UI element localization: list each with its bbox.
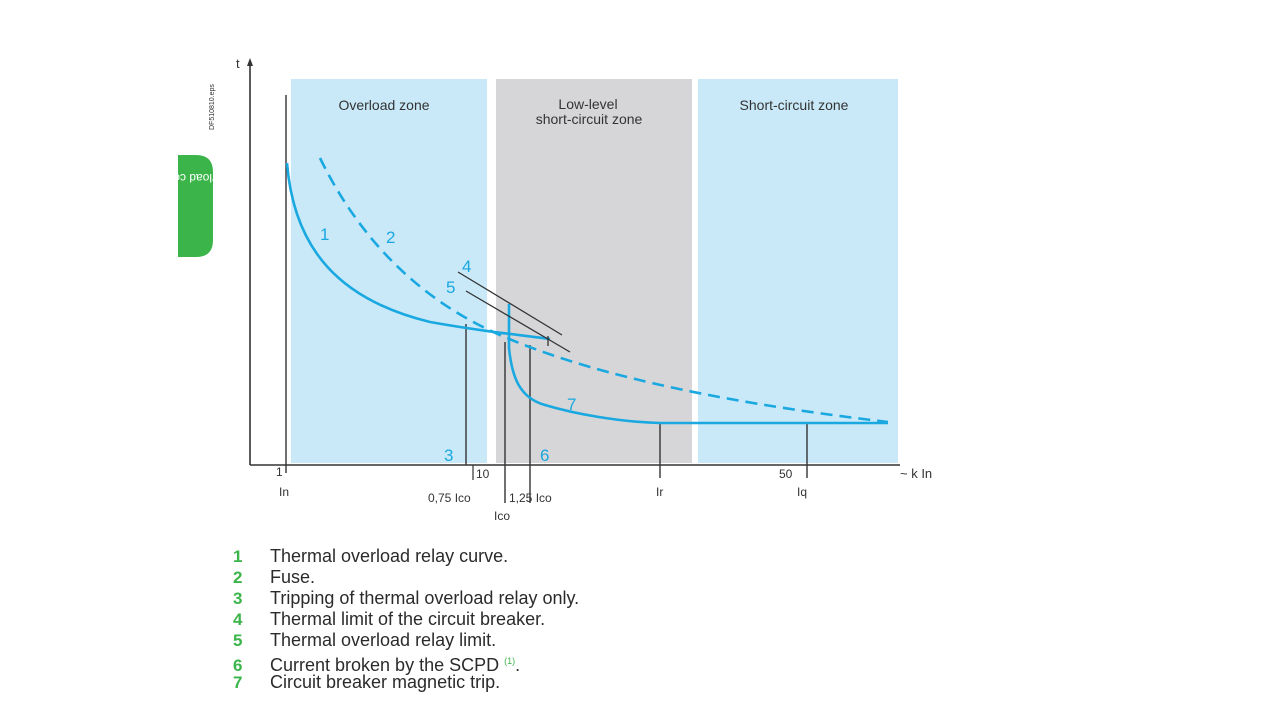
legend-item: 5 Thermal overload relay limit. — [233, 630, 579, 651]
figure-reference-code: DF510810.eps — [209, 84, 216, 130]
legend-item: 4 Thermal limit of the circuit breaker. — [233, 609, 579, 630]
low-level-zone-bg — [496, 79, 692, 463]
x-tick-50: 50 — [779, 467, 793, 481]
legend-item: 6 Current broken by the SCPD (1). — [233, 651, 579, 675]
legend-number: 7 — [233, 673, 243, 692]
legend-text: Thermal overload relay curve. — [270, 546, 509, 566]
curve-number-4: 4 — [462, 257, 471, 276]
legend-text: Circuit breaker magnetic trip. — [270, 672, 501, 692]
marker-label-iq: Iq — [797, 485, 807, 499]
legend-number: 3 — [233, 589, 243, 608]
short-circuit-zone-label: Short-circuit zone — [740, 97, 849, 113]
marker-label-ir: Ir — [656, 485, 663, 499]
legend-list: 1 Thermal overload relay curve. 2 Fuse. 3 T… — [233, 546, 579, 693]
legend-number: 1 — [233, 547, 243, 566]
low-level-zone-label-line1: Low-level — [558, 96, 617, 112]
overload-zone-bg — [291, 79, 487, 463]
legend-suffix: . — [515, 655, 521, 675]
y-axis-arrow — [247, 58, 253, 66]
curve-number-3: 3 — [444, 446, 453, 465]
limit-line-5 — [465, 290, 571, 353]
marker-label-ico-high: 1,25 Ico — [509, 491, 552, 505]
legend-number: 6 — [233, 656, 243, 675]
x-axis-label: ~ k In — [900, 466, 932, 481]
legend-number: 5 — [233, 631, 243, 650]
protection-zones-diagram: Overload co Overload zone Low-level shor… — [173, 56, 933, 523]
legend-text: Fuse. — [270, 567, 316, 587]
marker-label-in: In — [279, 485, 289, 499]
legend-text: Thermal overload relay limit. — [270, 630, 497, 650]
curve-number-2: 2 — [386, 228, 395, 247]
curve-2-fuse — [318, 157, 889, 424]
marker-label-ico: Ico — [494, 509, 510, 523]
y-axis-label: t — [236, 56, 240, 71]
short-circuit-zone-bg — [698, 79, 898, 463]
legend-item: 3 Tripping of thermal overload relay only… — [233, 588, 579, 609]
curve-number-6: 6 — [540, 446, 549, 465]
low-level-zone-label-line2: short-circuit zone — [536, 111, 643, 127]
overload-zone-label: Overload zone — [338, 97, 429, 113]
x-tick-1: 1 — [276, 465, 283, 479]
legend-item: 2 Fuse. — [233, 567, 579, 588]
curve-number-5: 5 — [446, 278, 455, 297]
legend-item: 1 Thermal overload relay curve. — [233, 546, 579, 567]
curve-number-7: 7 — [567, 395, 576, 414]
legend-item: 7 Circuit breaker magnetic trip. — [233, 672, 579, 693]
limit-line-4 — [457, 271, 563, 336]
legend-text: Tripping of thermal overload relay only. — [270, 588, 580, 608]
curve-number-1: 1 — [320, 225, 329, 244]
legend-text: Current broken by the SCPD — [270, 655, 500, 675]
legend-number: 4 — [233, 610, 243, 629]
curve-7-magnetic-trip — [507, 304, 888, 425]
x-tick-10: 10 — [476, 467, 490, 481]
side-tab: Overload co — [173, 155, 238, 257]
legend-number: 2 — [233, 568, 243, 587]
marker-label-ico-low: 0,75 Ico — [428, 491, 471, 505]
legend-footnote: (1) — [504, 656, 516, 666]
legend-text: Thermal limit of the circuit breaker. — [270, 609, 546, 629]
side-tab-text: Overload co — [173, 171, 238, 185]
